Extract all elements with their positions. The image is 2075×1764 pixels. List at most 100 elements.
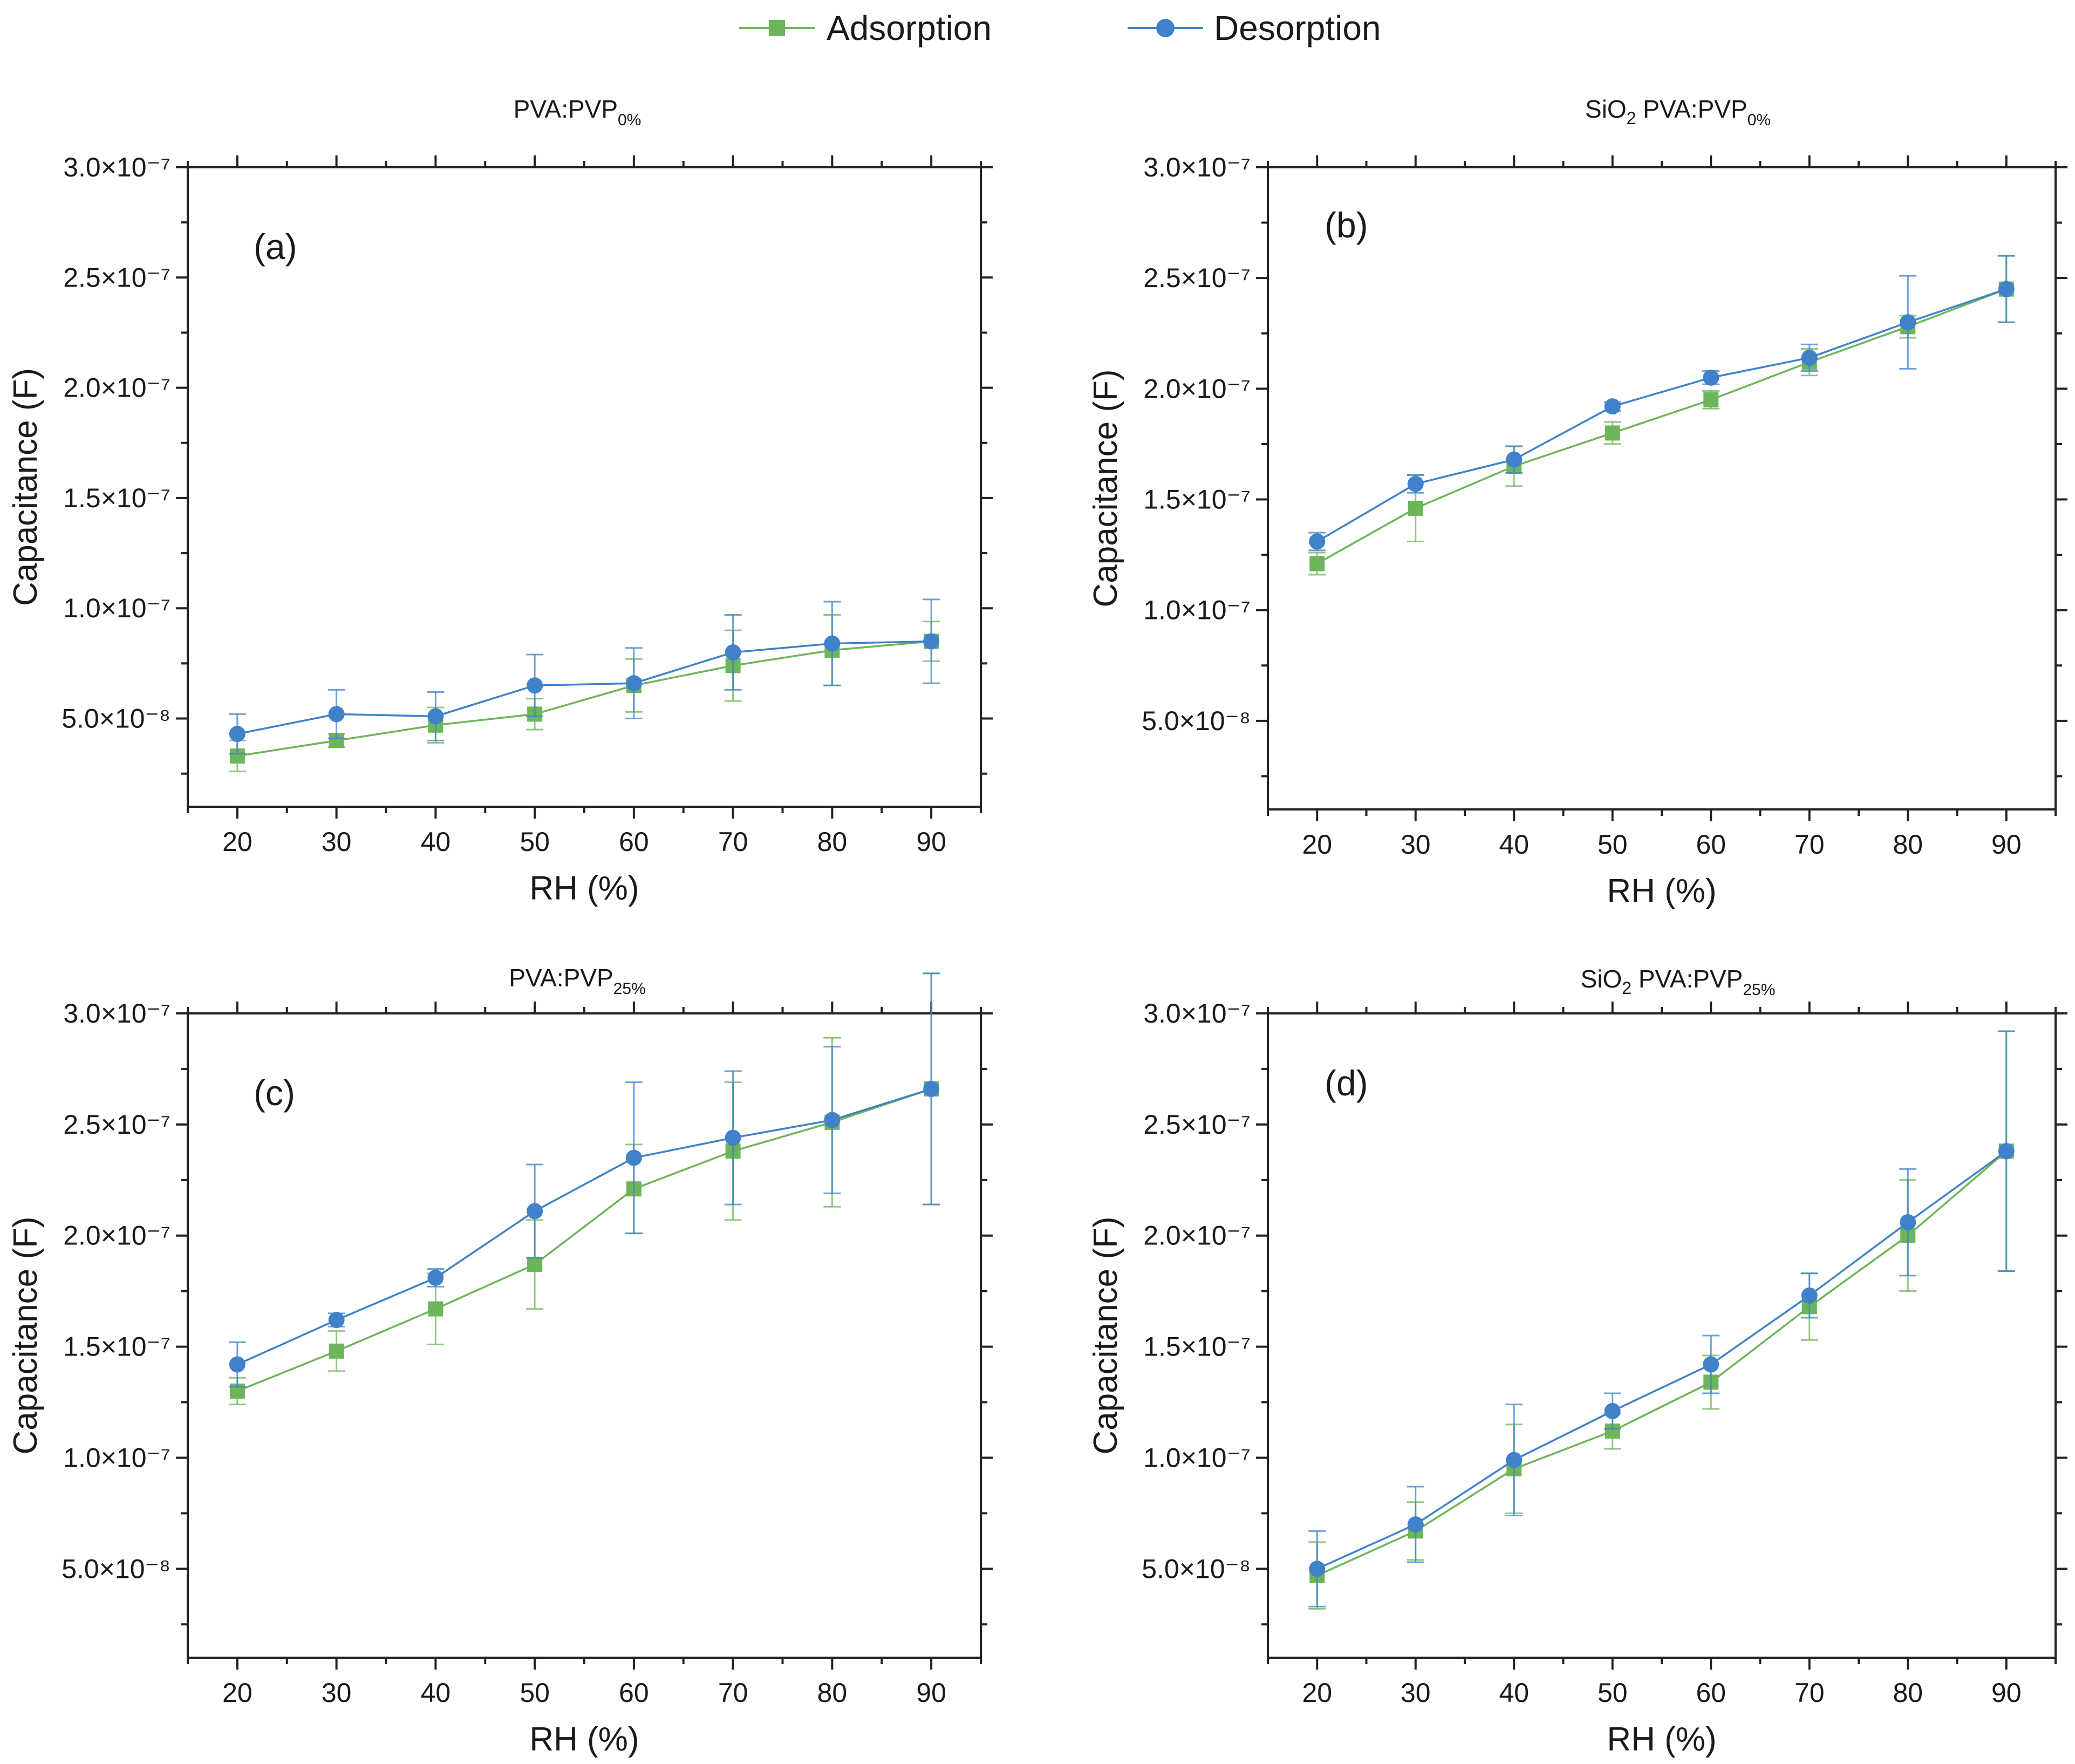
x-tick-label: 80: [817, 827, 848, 857]
x-tick-label: 40: [421, 1678, 451, 1708]
data-point-square: [1605, 425, 1620, 441]
y-tick-label: 3.0×10⁻⁷: [63, 998, 170, 1029]
legend-label: Adsorption: [827, 9, 992, 47]
y-tick-label: 2.0×10⁻⁷: [1143, 373, 1251, 404]
y-tick-label: 1.0×10⁻⁷: [63, 1442, 170, 1473]
x-tick-label: 80: [1893, 829, 1923, 860]
series-line: [1316, 1150, 2007, 1570]
title-prefix-subscript: 2: [1627, 108, 1636, 128]
y-tick-label: 5.0×10⁻⁸: [62, 704, 170, 734]
panel-letter: (a): [254, 227, 297, 267]
x-tick-label: 30: [322, 1678, 352, 1708]
data-point-circle: [1309, 533, 1326, 550]
data-point-circle: [1900, 314, 1916, 331]
data-point-square: [1408, 500, 1423, 516]
x-tick-label: 60: [1696, 1678, 1726, 1708]
panel-title: SiO2 PVA:PVP0%: [1585, 95, 1771, 129]
series-desorption: [1308, 255, 2015, 551]
data-point-circle: [725, 1129, 741, 1146]
plot-frame: [1267, 1012, 2057, 1659]
x-tick-label: 40: [421, 827, 451, 857]
y-axis-label: Capacitance (F): [7, 1216, 44, 1454]
x-tick-label: 50: [1598, 829, 1628, 860]
x-tick-label: 20: [222, 827, 252, 857]
panel-title: SiO2 PVA:PVP25%: [1581, 965, 1776, 999]
legend-circle-marker: [1156, 19, 1175, 37]
panel-letter: (d): [1325, 1063, 1368, 1103]
legend: Adsorption Desorption: [739, 9, 1381, 47]
title-main: PVA:PVP: [509, 964, 613, 992]
x-tick-label: 60: [1696, 829, 1726, 860]
data-point-circle: [427, 708, 444, 725]
data-point-circle: [229, 1356, 245, 1373]
x-tick-label: 80: [817, 1678, 848, 1708]
x-tick-label: 90: [916, 1678, 946, 1708]
chart-panel-d: 5.0×10⁻⁸ 1.0×10⁻⁷ 1.5×10⁻⁷ 2.0×10⁻⁷ 2.5×10⁻⁷…: [1087, 965, 2067, 1758]
data-point-circle: [923, 1080, 940, 1097]
legend-item-desorption: Desorption: [1128, 9, 1381, 47]
chart-panel-c: 5.0×10⁻⁸ 1.0×10⁻⁷ 1.5×10⁻⁷ 2.0×10⁻⁷ 2.5×10⁻⁷…: [7, 964, 993, 1758]
x-tick-label: 70: [1794, 1678, 1825, 1708]
data-point-circle: [1801, 1287, 1818, 1304]
y-tick-label: 3.0×10⁻⁷: [1143, 152, 1251, 182]
title-main: PVA:PVP: [514, 95, 618, 123]
legend-square-marker: [769, 20, 785, 36]
data-point-circle: [1998, 281, 2015, 297]
x-tick-label: 50: [1598, 1678, 1628, 1708]
y-tick-label: 1.5×10⁻⁷: [1143, 1332, 1251, 1362]
chart-panel-a: 5.0×10⁻⁸ 1.0×10⁻⁷ 1.5×10⁻⁷ 2.0×10⁻⁷ 2.5×10⁻⁷…: [7, 95, 993, 907]
panel-title: PVA:PVP0%: [514, 95, 641, 129]
x-tick-label: 20: [1302, 1678, 1332, 1708]
y-tick-label: 1.5×10⁻⁷: [1143, 485, 1251, 515]
series-adsorption: [228, 972, 940, 1406]
x-tick-label: 30: [1401, 1678, 1431, 1708]
title-subscript: 0%: [1748, 111, 1771, 129]
title-main: PVA:PVP: [1632, 965, 1743, 993]
data-point-square: [428, 1301, 443, 1317]
x-axis-label: RH (%): [1607, 1721, 1716, 1758]
data-point-circle: [1506, 451, 1523, 468]
data-point-circle: [923, 633, 940, 650]
series-line: [237, 640, 932, 757]
data-point-circle: [1801, 349, 1818, 366]
series-line: [1316, 288, 2007, 565]
data-point-circle: [625, 675, 642, 692]
data-point-circle: [1604, 398, 1621, 415]
panel-letter: (c): [254, 1073, 295, 1113]
y-tick-label: 5.0×10⁻⁸: [1142, 706, 1251, 736]
y-tick-label: 2.0×10⁻⁷: [63, 373, 170, 403]
x-tick-label: 20: [1302, 829, 1332, 860]
x-tick-label: 20: [222, 1678, 252, 1708]
y-tick-label: 2.5×10⁻⁷: [1143, 263, 1251, 293]
x-axis-label: RH (%): [529, 1721, 639, 1758]
series-line: [237, 1088, 932, 1366]
y-tick-label: 1.0×10⁻⁷: [1143, 595, 1251, 625]
data-point-circle: [1407, 475, 1424, 492]
panel-letter: (b): [1325, 205, 1368, 245]
data-point-circle: [625, 1149, 642, 1166]
series-desorption: [228, 972, 940, 1388]
x-tick-label: 50: [520, 827, 550, 857]
data-point-square: [1703, 392, 1719, 407]
data-point-circle: [328, 1312, 345, 1329]
x-tick-label: 70: [718, 827, 748, 857]
y-tick-label: 2.5×10⁻⁷: [1143, 1109, 1251, 1140]
data-point-square: [527, 1257, 543, 1272]
x-tick-label: 90: [916, 827, 946, 857]
data-point-circle: [1407, 1516, 1424, 1533]
data-point-square: [329, 1343, 344, 1359]
data-point-circle: [427, 1269, 444, 1286]
data-point-circle: [527, 677, 543, 694]
y-tick-label: 2.0×10⁻⁷: [1143, 1221, 1251, 1251]
x-tick-label: 80: [1893, 1678, 1923, 1708]
data-point-circle: [824, 635, 841, 652]
x-tick-label: 60: [619, 827, 649, 857]
x-tick-label: 40: [1499, 1678, 1529, 1708]
y-tick-label: 1.0×10⁻⁷: [63, 593, 170, 623]
y-tick-label: 5.0×10⁻⁸: [62, 1554, 170, 1584]
title-subscript: 25%: [1743, 981, 1775, 999]
series-desorption: [228, 598, 940, 755]
chart-panel-b: 5.0×10⁻⁸ 1.0×10⁻⁷ 1.5×10⁻⁷ 2.0×10⁻⁷ 2.5×10⁻⁷…: [1087, 95, 2067, 910]
data-point-circle: [725, 644, 741, 660]
series-line: [237, 640, 932, 735]
